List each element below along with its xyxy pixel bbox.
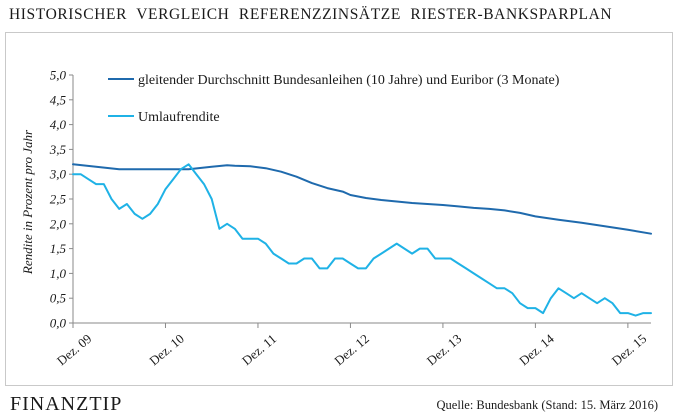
y-tick-label: 4,5 bbox=[50, 92, 67, 107]
series-line-moving-average bbox=[72, 163, 652, 235]
logo-text-finanz: FINANZ bbox=[10, 393, 90, 415]
series-line-umlaufrendite bbox=[72, 163, 652, 317]
y-tick-label: 0,0 bbox=[50, 316, 67, 331]
legend-label: gleitender Durchschnitt Bundesanleihen (… bbox=[138, 73, 560, 88]
y-tick-label: 1,0 bbox=[50, 266, 67, 281]
x-tick-label: Dez. 14 bbox=[516, 330, 557, 368]
y-tick-label: 0,5 bbox=[50, 291, 67, 306]
legend: gleitender Durchschnitt Bundesanleihen (… bbox=[108, 73, 560, 125]
source-note: Quelle: Bundesbank (Stand: 15. März 2016… bbox=[436, 398, 658, 412]
chart-title: HISTORISCHER VERGLEICH REFERENZZINSÄTZE … bbox=[9, 6, 613, 23]
finanztip-logo: FINANZTIP bbox=[10, 393, 122, 416]
y-tick-label: 4,0 bbox=[50, 117, 67, 132]
series-group bbox=[72, 163, 652, 317]
y-tick-label: 5,0 bbox=[50, 68, 67, 83]
x-tick-label: Dez. 10 bbox=[146, 331, 187, 368]
x-tick-label: Dez. 12 bbox=[331, 331, 372, 368]
x-tick-label: Dez. 09 bbox=[54, 331, 95, 368]
y-axis-label: Rendite in Prozent pro Jahr bbox=[20, 129, 35, 275]
y-tick-label: 3,5 bbox=[49, 142, 67, 157]
x-tick-label: Dez. 13 bbox=[424, 331, 465, 368]
x-tick-label: Dez. 11 bbox=[239, 331, 279, 368]
y-tick-label: 1,5 bbox=[50, 241, 67, 256]
logo-text-tip: TIP bbox=[89, 393, 123, 415]
y-tick-label: 3,0 bbox=[49, 167, 67, 182]
y-tick-label: 2,5 bbox=[50, 192, 67, 207]
legend-label: Umlaufrendite bbox=[138, 110, 220, 125]
y-axis: 0,0 0,5 1,0 1,5 2,0 2,5 3,0 3,5 4,0 4,5 5,0 bbox=[49, 68, 73, 331]
y-tick-label: 2,0 bbox=[50, 216, 67, 231]
x-axis: Dez. 09 Dez. 10 Dez. 11 Dez. 12 Dez. 13 Dez. … bbox=[54, 323, 649, 368]
x-tick-label: Dez. 15 bbox=[609, 331, 650, 368]
chart-frame bbox=[5, 32, 673, 386]
